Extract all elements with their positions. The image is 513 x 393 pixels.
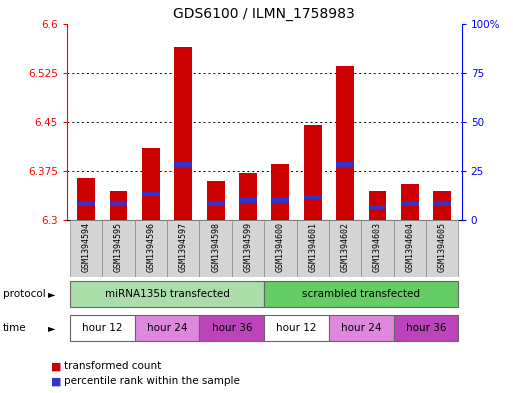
Text: GSM1394601: GSM1394601 <box>308 222 317 272</box>
Text: GSM1394597: GSM1394597 <box>179 222 188 272</box>
Text: ►: ► <box>48 289 55 299</box>
Bar <box>401 184 419 220</box>
Text: GSM1394595: GSM1394595 <box>114 222 123 272</box>
Bar <box>135 220 167 277</box>
Text: ■: ■ <box>51 376 62 386</box>
Title: GDS6100 / ILMN_1758983: GDS6100 / ILMN_1758983 <box>173 7 355 21</box>
Bar <box>264 281 459 307</box>
Text: transformed count: transformed count <box>64 361 162 371</box>
Text: hour 12: hour 12 <box>82 323 123 333</box>
Bar <box>361 220 393 277</box>
Bar <box>207 181 225 220</box>
Bar <box>329 220 361 277</box>
Bar <box>336 162 354 167</box>
Text: miRNA135b transfected: miRNA135b transfected <box>105 289 229 299</box>
Bar <box>264 220 297 277</box>
Bar <box>77 202 95 206</box>
Bar <box>174 46 192 220</box>
Bar <box>304 195 322 200</box>
Text: GSM1394603: GSM1394603 <box>373 222 382 272</box>
Bar <box>336 66 354 220</box>
Bar <box>369 191 386 220</box>
Text: GSM1394596: GSM1394596 <box>146 222 155 272</box>
Text: ►: ► <box>48 323 55 333</box>
Text: GSM1394598: GSM1394598 <box>211 222 220 272</box>
Bar <box>264 315 329 341</box>
Text: GSM1394594: GSM1394594 <box>82 222 91 272</box>
Bar <box>77 178 95 220</box>
Bar <box>167 220 200 277</box>
Bar <box>401 202 419 206</box>
Bar <box>393 220 426 277</box>
Bar <box>232 220 264 277</box>
Bar <box>426 220 459 277</box>
Text: hour 24: hour 24 <box>147 323 187 333</box>
Bar <box>297 220 329 277</box>
Text: percentile rank within the sample: percentile rank within the sample <box>64 376 240 386</box>
Text: time: time <box>3 323 26 333</box>
Bar <box>200 220 232 277</box>
Bar <box>70 281 264 307</box>
Bar <box>304 125 322 220</box>
Text: GSM1394605: GSM1394605 <box>438 222 447 272</box>
Text: hour 24: hour 24 <box>341 323 382 333</box>
Bar <box>329 315 393 341</box>
Text: hour 36: hour 36 <box>406 323 446 333</box>
Bar <box>433 202 451 206</box>
Bar <box>393 315 459 341</box>
Bar <box>369 205 386 209</box>
Bar <box>207 202 225 206</box>
Text: GSM1394600: GSM1394600 <box>276 222 285 272</box>
Bar <box>70 315 135 341</box>
Bar <box>200 315 264 341</box>
Bar <box>271 164 289 220</box>
Text: hour 36: hour 36 <box>211 323 252 333</box>
Text: GSM1394602: GSM1394602 <box>341 222 350 272</box>
Text: GSM1394604: GSM1394604 <box>405 222 415 272</box>
Text: hour 12: hour 12 <box>277 323 317 333</box>
Text: ■: ■ <box>51 361 62 371</box>
Text: GSM1394599: GSM1394599 <box>244 222 252 272</box>
Bar <box>110 202 127 206</box>
Text: scrambled transfected: scrambled transfected <box>302 289 420 299</box>
Text: protocol: protocol <box>3 289 45 299</box>
Bar <box>239 173 257 220</box>
Bar <box>433 191 451 220</box>
Bar <box>174 162 192 167</box>
Bar <box>142 192 160 196</box>
Bar <box>239 198 257 203</box>
Bar <box>142 148 160 220</box>
Bar <box>135 315 200 341</box>
Bar <box>102 220 135 277</box>
Bar <box>70 220 102 277</box>
Bar <box>110 191 127 220</box>
Bar <box>271 198 289 203</box>
